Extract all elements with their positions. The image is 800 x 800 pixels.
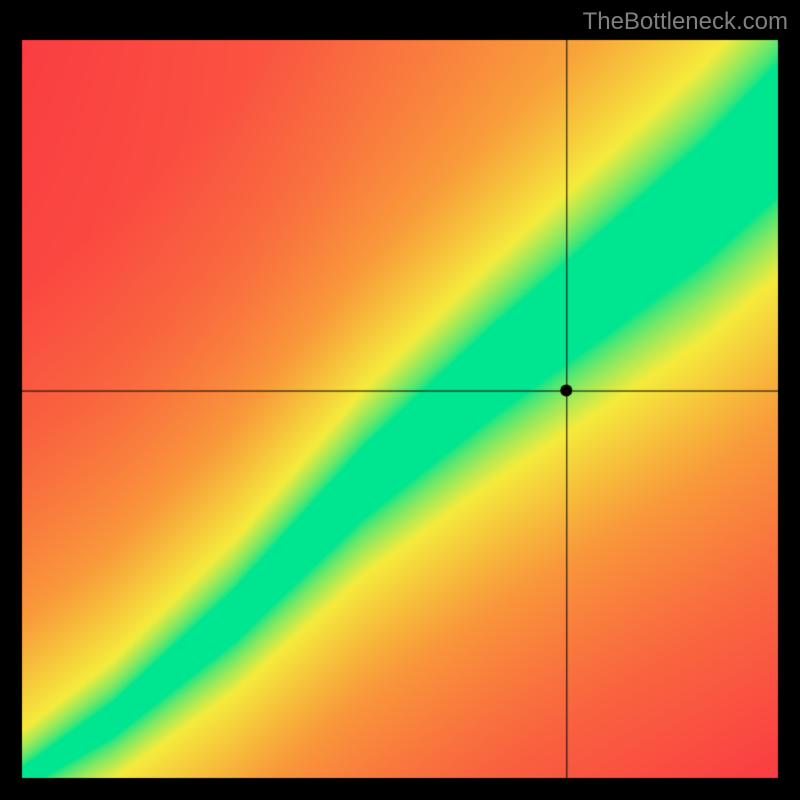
chart-container: { "watermark": { "text": "TheBottleneck.… <box>0 0 800 800</box>
heatmap-canvas <box>0 0 800 800</box>
